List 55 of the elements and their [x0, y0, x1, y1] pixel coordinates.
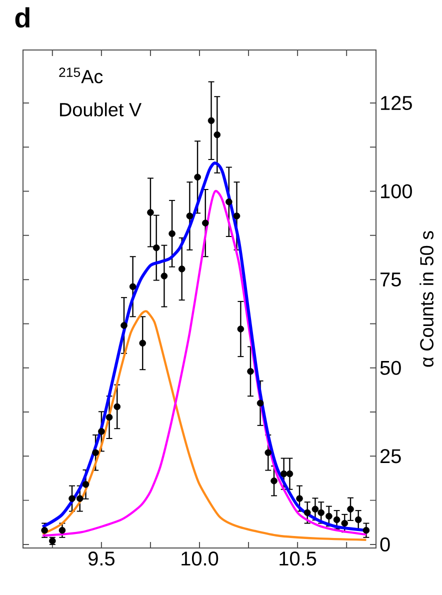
point [264, 449, 272, 456]
point [194, 174, 201, 181]
point [129, 283, 136, 290]
point [333, 516, 340, 524]
x-tick-label: 10.5 [280, 552, 316, 566]
y-tick-label: 125 [381, 96, 412, 110]
point [304, 509, 311, 516]
point [341, 520, 348, 527]
y-axis-title: α Counts in 50 s [420, 231, 434, 367]
point [208, 117, 215, 124]
point [160, 272, 168, 280]
point [280, 470, 288, 478]
line-series [42, 310, 368, 541]
chart-title: d [15, 7, 30, 28]
point [58, 526, 66, 534]
y-tick-label: 100 [381, 184, 412, 198]
point [186, 212, 194, 220]
x-tick-label: 10.0 [182, 552, 218, 566]
point [168, 230, 176, 238]
point [256, 400, 264, 407]
y-tick-label: 0 [380, 537, 390, 552]
point [318, 509, 324, 516]
point [106, 414, 113, 421]
annotation: $^{215}$Ac [59, 68, 103, 84]
point [233, 212, 240, 220]
y-tick-label: 25 [380, 449, 401, 464]
point [41, 526, 48, 534]
point [237, 326, 244, 332]
point [354, 516, 362, 524]
point [82, 481, 90, 488]
point [312, 506, 319, 513]
point [362, 526, 370, 534]
y-tick-label: 50 [380, 360, 401, 375]
point [178, 266, 186, 272]
point [147, 209, 154, 216]
point [270, 478, 278, 484]
point [98, 428, 105, 435]
point [114, 403, 121, 410]
y-tick-label: 75 [380, 272, 401, 287]
point [92, 449, 99, 456]
point [139, 340, 146, 347]
point [326, 512, 332, 520]
point [296, 495, 303, 502]
point [152, 244, 160, 252]
point [286, 470, 294, 478]
point [202, 220, 209, 226]
point [120, 322, 128, 329]
point [214, 131, 221, 138]
point [347, 506, 354, 513]
point [68, 495, 76, 502]
point [226, 198, 232, 206]
point [247, 368, 254, 375]
x-tick-label: 9.5 [88, 552, 114, 566]
point [76, 495, 84, 502]
annotation: Doublet V [60, 102, 142, 116]
